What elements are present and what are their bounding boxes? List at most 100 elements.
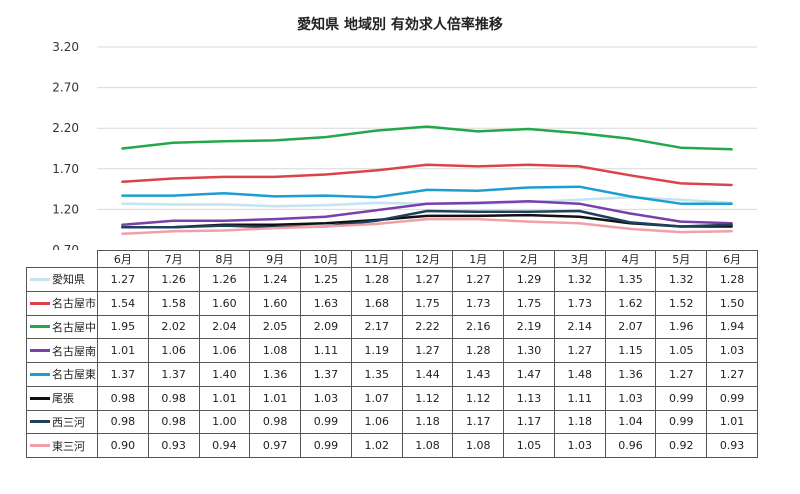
series-line-3 [121,200,733,227]
y-tick-label: 1.70 [52,162,79,176]
data-label: 0.94 [198,433,251,458]
data-label: 0.98 [97,385,149,411]
x-tick-label: 7月 [147,250,200,268]
data-label: 0.98 [147,409,200,435]
table-row: 尾張 0.98 0.98 1.01 1.01 1.03 1.07 1.12 1.12 1.13 1.… [26,385,758,411]
data-label: 0.96 [604,433,657,458]
data-label: 1.52 [655,290,708,316]
data-label: 1.37 [147,362,200,387]
data-label: 1.95 [97,314,149,340]
data-label: 1.35 [604,267,657,292]
data-label: 1.43 [452,362,505,387]
x-tick-label: 3月 [553,250,606,268]
table-header-row: 6月 7月 8月 9月 10月 11月 12月 1月 2月 3月 4月 5月 6月 [26,250,758,268]
data-label: 0.93 [706,433,758,458]
data-label: 1.32 [655,267,708,292]
data-label: 0.97 [249,433,302,458]
line-chart: 0.70 1.20 1.70 2.20 2.70 3.20 [52,40,757,250]
data-label: 1.27 [452,267,505,292]
legend-swatch [30,277,50,281]
x-tick-label: 6月 [706,250,758,268]
data-label: 1.18 [401,409,454,435]
data-label: 1.25 [300,267,352,292]
data-label: 1.08 [401,433,454,458]
data-label: 1.05 [655,338,708,363]
legend-label: 愛知県 [52,273,85,287]
data-label: 1.06 [198,338,251,363]
data-label: 1.11 [553,385,606,411]
data-label: 0.92 [655,433,708,458]
table-corner [26,250,98,268]
legend-label: 名古屋市 [52,297,96,311]
data-label: 0.98 [97,409,149,435]
data-label: 1.73 [452,290,505,316]
data-label: 1.94 [706,314,758,340]
data-label: 0.99 [655,409,708,435]
data-label: 1.24 [249,267,302,292]
data-label: 1.03 [553,433,606,458]
table-row: 名古屋中 1.95 2.02 2.04 2.05 2.09 2.17 2.22 2.16 2.19… [26,314,758,340]
data-label: 1.28 [452,338,505,363]
data-label: 2.05 [249,314,302,340]
x-tick-label: 12月 [401,250,454,268]
table-row: 東三河 0.90 0.93 0.94 0.97 0.99 1.02 1.08 1.08 1.05 1… [26,433,758,458]
legend-swatch [30,301,50,305]
legend-label: 西三河 [52,415,85,429]
table-row: 名古屋市 1.54 1.58 1.60 1.60 1.63 1.68 1.75 1.73 1.75… [26,290,758,316]
data-label: 1.17 [503,409,555,435]
legend-entry: 西三河 [26,409,98,435]
data-label: 1.06 [147,338,200,363]
legend-swatch [30,349,50,353]
x-tick-label: 6月 [97,250,149,268]
data-label: 0.99 [655,385,708,411]
x-tick-label: 2月 [503,250,555,268]
series-line-6 [121,209,733,229]
y-tick-label: 0.70 [52,243,79,250]
data-label: 1.37 [97,362,149,387]
data-label: 1.73 [553,290,606,316]
data-label: 1.35 [350,362,403,387]
data-label: 1.60 [249,290,302,316]
data-label: 1.12 [401,385,454,411]
data-label: 2.22 [401,314,454,340]
data-label: 1.50 [706,290,758,316]
data-label: 1.17 [452,409,505,435]
legend-swatch [30,444,50,448]
data-label: 1.26 [147,267,200,292]
legend-swatch [30,325,50,329]
data-table: 6月 7月 8月 9月 10月 11月 12月 1月 2月 3月 4月 5月 6月 愛知県 1.27 1.2… [26,250,758,458]
x-tick-label: 11月 [350,250,403,268]
series-line-7 [121,217,733,236]
data-label: 1.68 [350,290,403,316]
data-label: 0.98 [147,385,200,411]
data-label: 1.96 [655,314,708,340]
data-label: 1.32 [553,267,606,292]
data-label: 2.09 [300,314,352,340]
legend-entry: 愛知県 [26,267,98,292]
data-label: 1.75 [401,290,454,316]
y-tick-label: 3.20 [52,40,79,54]
x-tick-label: 4月 [604,250,657,268]
data-label: 1.48 [553,362,606,387]
table-row: 名古屋東 1.37 1.37 1.40 1.36 1.37 1.35 1.44 1.43 1.47… [26,362,758,387]
legend-label: 尾張 [52,392,74,406]
data-label: 1.28 [706,267,758,292]
x-tick-label: 1月 [452,250,505,268]
data-label: 1.04 [604,409,657,435]
data-label: 1.27 [401,338,454,363]
data-label: 1.01 [97,338,149,363]
x-tick-label: 8月 [198,250,251,268]
data-label: 1.11 [300,338,352,363]
legend-label: 名古屋中 [52,320,96,334]
data-label: 2.17 [350,314,403,340]
data-label: 1.01 [706,409,758,435]
y-tick-label: 2.20 [52,121,79,135]
data-label: 0.99 [706,385,758,411]
data-label: 1.36 [249,362,302,387]
data-label: 2.04 [198,314,251,340]
x-tick-label: 10月 [300,250,352,268]
data-label: 1.44 [401,362,454,387]
data-label: 1.54 [97,290,149,316]
data-label: 1.06 [350,409,403,435]
legend-entry: 名古屋中 [26,314,98,340]
